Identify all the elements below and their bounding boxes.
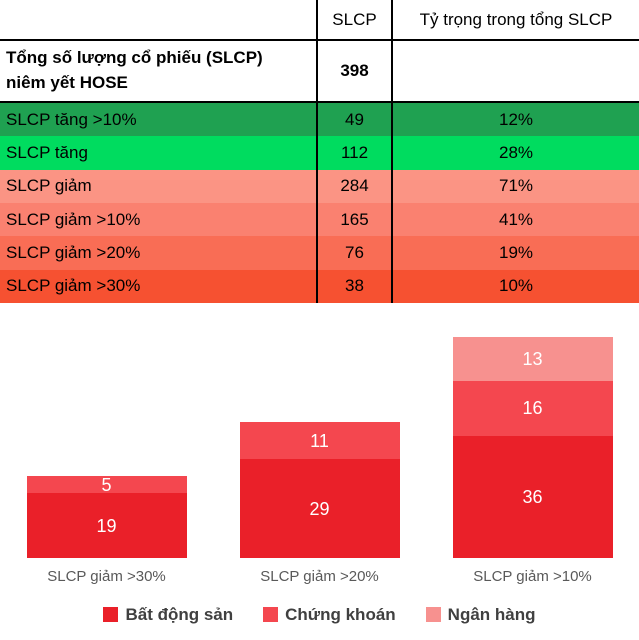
bar-groups: 19 5 29 11 36 16 13 bbox=[0, 303, 639, 558]
category-label: SLCP giảm >10% bbox=[473, 567, 592, 585]
total-slcp-value: 398 bbox=[316, 41, 391, 101]
legend-item: Chứng khoán bbox=[263, 605, 396, 625]
row-slcp-value: 76 bbox=[316, 236, 391, 270]
bar-value-label: 5 bbox=[101, 474, 112, 495]
bar-stack: 29 11 bbox=[239, 421, 400, 558]
legend-label: Ngân hàng bbox=[447, 604, 536, 624]
legend-item: Ngân hàng bbox=[425, 604, 536, 625]
row-label: SLCP giảm >10% bbox=[6, 209, 141, 229]
legend-swatch bbox=[263, 607, 279, 623]
row-slcp-value: 49 bbox=[316, 103, 391, 137]
legend-label: Bất động sản bbox=[125, 604, 234, 624]
legend-label: Chứng khoán bbox=[285, 604, 396, 624]
bar-segment: 16 bbox=[452, 381, 613, 436]
header-cell-slcp: SLCP bbox=[316, 0, 391, 39]
row-slcp-value: 284 bbox=[316, 169, 391, 203]
table-row: SLCP tăng >10% 49 12% bbox=[0, 103, 639, 137]
legend-swatch bbox=[425, 607, 441, 623]
table-total-row: Tổng số lượng cổ phiếu (SLCP) niêm yết H… bbox=[0, 41, 639, 103]
bar-group: 29 11 bbox=[213, 421, 426, 558]
bar-segment: 19 bbox=[26, 493, 187, 558]
bar-stack: 19 5 bbox=[26, 474, 187, 558]
row-ty-trong-value: 10% bbox=[391, 269, 639, 303]
legend-swatch bbox=[103, 607, 119, 623]
stacked-bar-chart: 19 5 29 11 36 16 13 SLCP giảm >30% SLCP giảm >2… bbox=[0, 303, 639, 625]
bar-segment: 29 bbox=[239, 459, 400, 558]
chart-legend: Bất động sản Chứng khoán Ngân hàng bbox=[0, 605, 639, 625]
table-row: SLCP giảm >30% 38 10% bbox=[0, 269, 639, 303]
bar-value-label: 36 bbox=[522, 486, 543, 507]
total-ty-trong-value bbox=[391, 41, 639, 101]
header-cell-ty-trong: Tỷ trọng trong tổng SLCP bbox=[391, 0, 639, 39]
category-labels: SLCP giảm >30% SLCP giảm >20% SLCP giảm >1… bbox=[0, 558, 639, 585]
row-label: SLCP giảm >30% bbox=[6, 276, 141, 296]
row-ty-trong-value: 28% bbox=[391, 136, 639, 170]
table-header-row: SLCP Tỷ trọng trong tổng SLCP bbox=[0, 0, 639, 41]
bar-value-label: 11 bbox=[310, 430, 329, 451]
bar-segment: 11 bbox=[239, 421, 400, 460]
category-label: SLCP giảm >30% bbox=[47, 567, 166, 585]
bar-segment: 13 bbox=[452, 337, 613, 382]
bar-value-label: 19 bbox=[96, 515, 117, 536]
category-label: SLCP giảm >20% bbox=[260, 567, 379, 585]
bar-value-label: 13 bbox=[522, 349, 543, 370]
bar-segment: 5 bbox=[26, 474, 187, 495]
table-row: SLCP giảm >10% 165 41% bbox=[0, 202, 639, 237]
row-label: SLCP tăng >10% bbox=[6, 109, 137, 129]
row-ty-trong-value: 12% bbox=[391, 103, 639, 137]
row-label: SLCP giảm >20% bbox=[6, 242, 141, 262]
bar-stack: 36 16 13 bbox=[452, 337, 613, 558]
row-slcp-value: 38 bbox=[316, 269, 391, 303]
legend-item: Bất động sản bbox=[103, 605, 233, 625]
summary-table: SLCP Tỷ trọng trong tổng SLCP Tổng số lư… bbox=[0, 0, 639, 303]
table-row: SLCP tăng 112 28% bbox=[0, 136, 639, 170]
header-cell-empty bbox=[0, 0, 316, 39]
row-label: SLCP giảm bbox=[6, 176, 92, 196]
row-label: SLCP tăng bbox=[6, 142, 88, 162]
row-ty-trong-value: 41% bbox=[391, 202, 639, 237]
bar-group: 36 16 13 bbox=[426, 337, 639, 558]
bar-segment: 36 bbox=[452, 435, 613, 558]
bar-group: 19 5 bbox=[0, 476, 213, 558]
table-rows: SLCP tăng >10% 49 12% SLCP tăng 112 28% SLCP g… bbox=[0, 103, 639, 303]
row-slcp-value: 112 bbox=[316, 136, 391, 170]
table-row: SLCP giảm >20% 76 19% bbox=[0, 236, 639, 270]
bar-value-label: 16 bbox=[522, 398, 543, 419]
row-ty-trong-value: 19% bbox=[391, 236, 639, 270]
table-row: SLCP giảm 284 71% bbox=[0, 169, 639, 203]
row-slcp-value: 165 bbox=[316, 202, 391, 237]
total-label: Tổng số lượng cổ phiếu (SLCP) niêm yết H… bbox=[6, 48, 263, 92]
bar-value-label: 29 bbox=[309, 498, 330, 519]
row-ty-trong-value: 71% bbox=[391, 169, 639, 203]
